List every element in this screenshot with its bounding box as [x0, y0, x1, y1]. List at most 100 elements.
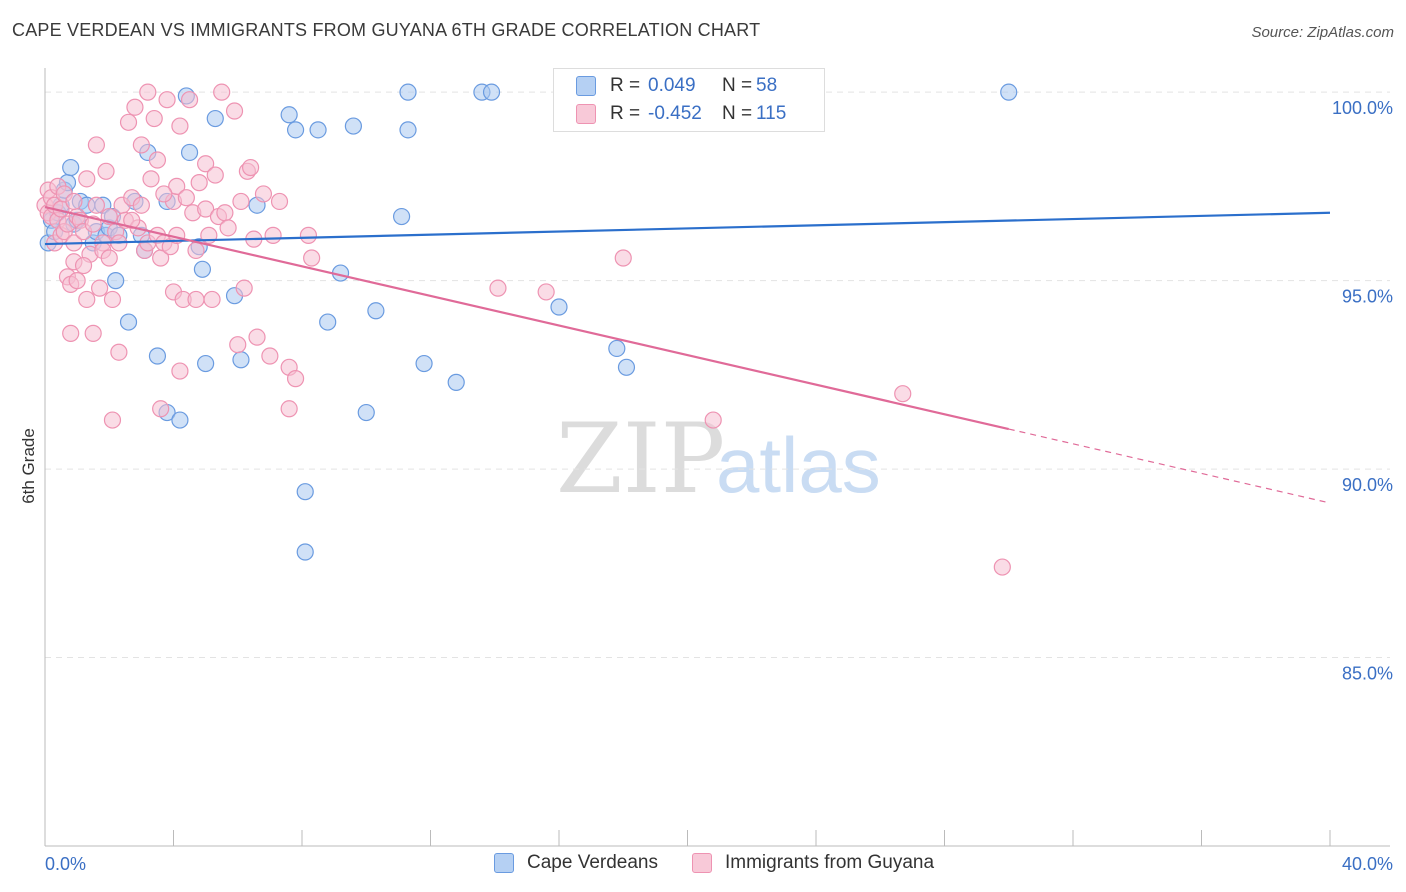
point-cape-verdean [232, 351, 250, 369]
point-cape-verdean [280, 106, 298, 124]
point-guyana [126, 98, 144, 116]
point-guyana [242, 158, 260, 177]
point-guyana [213, 83, 231, 101]
point-guyana [155, 185, 173, 203]
point-cape-verdean [482, 83, 501, 101]
point-guyana [84, 324, 102, 342]
legend-r-label: R = [610, 103, 641, 124]
point-guyana [132, 196, 150, 214]
point-guyana [993, 558, 1011, 576]
point-cape-verdean [180, 143, 199, 162]
point-guyana [119, 113, 138, 131]
x-tick-label: 40.0% [1342, 854, 1393, 874]
legend-item-guyana: Immigrants from Guyana [692, 852, 934, 874]
legend-swatch-pink [576, 104, 596, 124]
point-guyana [190, 174, 208, 192]
point-guyana [225, 102, 244, 120]
point-cape-verdean [1000, 83, 1018, 101]
series-legend: Cape Verdeans Immigrants from Guyana [0, 852, 1406, 878]
point-guyana [168, 177, 186, 195]
point-guyana [537, 283, 555, 301]
point-guyana [203, 290, 221, 309]
point-cape-verdean [357, 403, 375, 422]
point-guyana [78, 170, 96, 188]
point-guyana [270, 192, 289, 211]
point-guyana [158, 91, 176, 109]
point-guyana [87, 196, 106, 214]
point-cape-verdean [399, 121, 417, 139]
point-cape-verdean [107, 272, 125, 290]
y-tick-label: 90.0% [1342, 475, 1393, 495]
y-tick-label: 95.0% [1342, 287, 1393, 307]
point-guyana [232, 192, 250, 211]
stats-legend: R = 0.049 N = 58 R = -0.452 N = 115 [553, 68, 825, 132]
point-guyana [148, 151, 167, 169]
point-cape-verdean [608, 339, 626, 358]
point-guyana [139, 83, 157, 101]
point-guyana [280, 400, 298, 418]
point-guyana [248, 328, 266, 346]
point-guyana [132, 136, 150, 154]
point-guyana [177, 189, 195, 207]
point-guyana [152, 400, 170, 418]
point-guyana [65, 192, 83, 211]
watermark-atlas: atlas [716, 421, 881, 509]
point-cape-verdean [344, 117, 362, 135]
point-guyana [78, 290, 96, 309]
point-guyana [87, 136, 106, 154]
point-guyana [103, 290, 122, 309]
legend-n-label: N = [722, 75, 753, 96]
trend-line-guyana-extension [1008, 428, 1331, 504]
legend-r-label: R = [610, 75, 641, 96]
legend-item-cape-verdeans: Cape Verdeans [494, 852, 658, 874]
point-cape-verdean [171, 411, 189, 429]
point-cape-verdean [550, 298, 568, 316]
point-cape-verdean [206, 109, 224, 128]
point-guyana [299, 226, 318, 244]
point-guyana [171, 362, 189, 380]
point-cape-verdean [193, 260, 212, 278]
point-cape-verdean [447, 373, 465, 391]
point-cape-verdean [197, 354, 215, 373]
point-guyana [197, 200, 215, 218]
point-cape-verdean [296, 543, 314, 561]
point-cape-verdean [415, 354, 433, 373]
point-guyana [264, 226, 282, 244]
point-guyana [206, 166, 224, 184]
point-cape-verdean [319, 313, 337, 331]
point-guyana [894, 385, 912, 403]
watermark-zip: ZIP [556, 403, 725, 515]
point-guyana [103, 411, 122, 429]
point-guyana [110, 343, 128, 361]
point-cape-verdean [148, 347, 167, 365]
legend-row-guyana: R = -0.452 N = 115 [576, 101, 786, 127]
y-axis-labels: 100.0% 95.0% 90.0% 85.0% [1332, 98, 1393, 683]
point-cape-verdean [296, 483, 314, 501]
legend-n-value: 58 [756, 75, 778, 96]
trend-line-cape-verdeans [44, 211, 1331, 246]
point-guyana [100, 249, 118, 267]
point-guyana [187, 290, 205, 309]
series-immigrants-from-guyana [36, 83, 1011, 576]
point-guyana [614, 249, 632, 267]
legend-row-cape-verdeans: R = 0.049 N = 58 [576, 73, 777, 99]
y-tick-label: 100.0% [1332, 98, 1393, 118]
point-guyana [142, 170, 160, 188]
legend-n-label: N = [722, 103, 753, 124]
point-guyana [216, 204, 234, 222]
point-guyana [145, 109, 163, 128]
legend-swatch-blue [494, 853, 514, 873]
point-guyana [229, 336, 247, 354]
point-guyana [254, 185, 273, 203]
point-guyana [123, 211, 141, 229]
legend-label-cape-verdeans: Cape Verdeans [527, 852, 658, 873]
point-guyana [704, 411, 722, 429]
y-axis-title: 6th Grade [19, 428, 38, 504]
watermark: ZIP atlas [556, 403, 881, 515]
legend-label-guyana: Immigrants from Guyana [725, 852, 935, 873]
trend-lines [44, 206, 1331, 504]
point-cape-verdean [392, 207, 411, 226]
legend-swatch-pink [692, 853, 712, 873]
point-cape-verdean [399, 83, 417, 101]
